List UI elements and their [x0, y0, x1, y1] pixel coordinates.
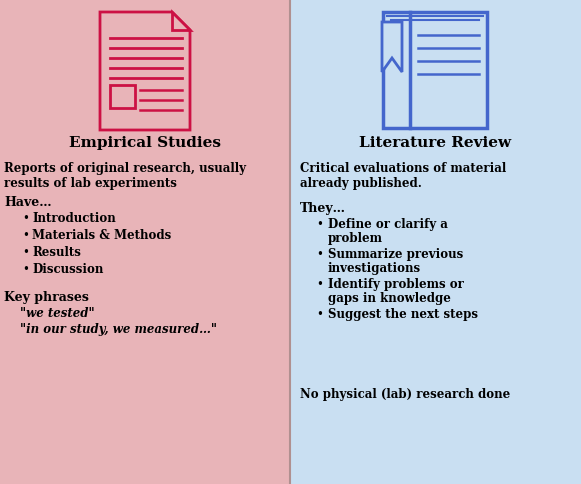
Text: •: • [316, 248, 323, 261]
Polygon shape [172, 12, 190, 30]
Text: "we tested": "we tested" [20, 307, 95, 320]
Text: Materials & Methods: Materials & Methods [32, 229, 171, 242]
FancyBboxPatch shape [110, 85, 135, 108]
Text: Introduction: Introduction [32, 212, 116, 225]
Text: •: • [316, 218, 323, 231]
Text: Suggest the next steps: Suggest the next steps [328, 308, 478, 321]
Text: Empirical Studies: Empirical Studies [69, 136, 221, 150]
Text: •: • [22, 229, 29, 242]
Text: Literature Review: Literature Review [359, 136, 511, 150]
Text: "in our study, we measured…": "in our study, we measured…" [20, 323, 217, 336]
Text: Have…: Have… [4, 196, 52, 209]
Text: Summarize previous: Summarize previous [328, 248, 463, 261]
Polygon shape [382, 22, 402, 72]
Text: Results: Results [32, 246, 81, 259]
Text: No physical (lab) research done: No physical (lab) research done [300, 388, 510, 401]
Text: •: • [316, 278, 323, 291]
Text: Reports of original research, usually
results of lab experiments: Reports of original research, usually re… [4, 162, 246, 190]
Text: They…: They… [300, 202, 346, 215]
Text: gaps in knowledge: gaps in knowledge [328, 292, 451, 305]
Text: •: • [316, 308, 323, 321]
Text: •: • [22, 212, 29, 225]
Text: Identify problems or: Identify problems or [328, 278, 464, 291]
Polygon shape [100, 12, 190, 130]
Text: Discussion: Discussion [32, 263, 103, 276]
Text: investigations: investigations [328, 262, 421, 275]
FancyBboxPatch shape [0, 0, 290, 484]
Text: Define or clarify a: Define or clarify a [328, 218, 448, 231]
FancyBboxPatch shape [383, 12, 487, 128]
Text: Critical evaluations of material
already published.: Critical evaluations of material already… [300, 162, 506, 190]
Text: problem: problem [328, 232, 383, 245]
Text: Key phrases: Key phrases [4, 291, 89, 304]
FancyBboxPatch shape [291, 0, 581, 484]
Text: •: • [22, 263, 29, 276]
Text: •: • [22, 246, 29, 259]
